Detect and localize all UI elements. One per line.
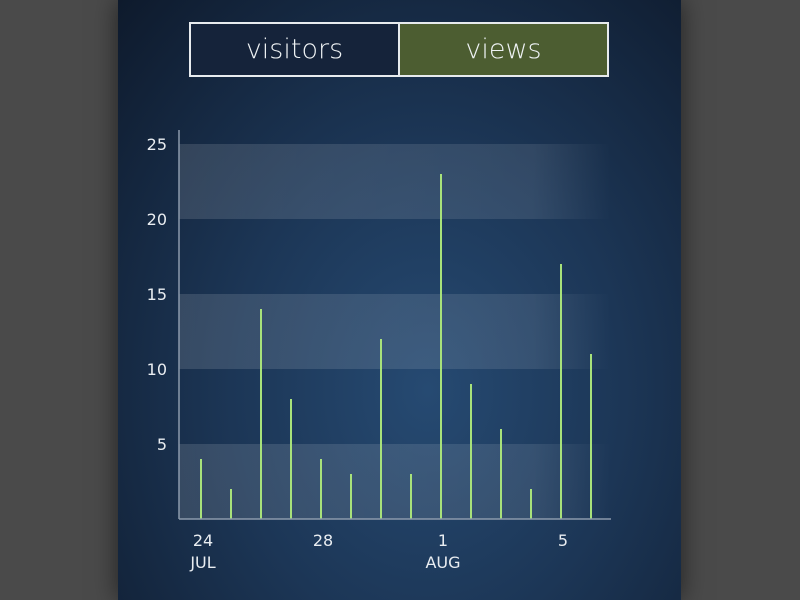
grid-band [179,144,611,219]
grid-band [179,294,611,369]
views-toggle-button[interactable]: views [400,24,607,75]
x-tick-label: 1 [438,531,448,550]
y-axis-ticks: 5 10 15 20 25 [147,135,167,454]
y-tick-label: 25 [147,135,167,154]
app-panel: visitors views 5 10 15 20 25 24 JUL 28 1 AUG 5 [118,0,681,600]
grid-band [179,444,611,519]
x-tick-month-label: AUG [425,553,460,572]
metric-toggle: visitors views [189,22,609,77]
grid-bands [179,144,611,519]
y-tick-label: 15 [147,285,167,304]
x-tick-label: 28 [313,531,333,550]
bars [200,174,592,519]
x-tick-month-label: JUL [189,553,215,572]
x-tick-label: 24 [193,531,213,550]
x-axis-ticks: 24 JUL 28 1 AUG 5 [189,531,568,572]
axes [178,130,611,520]
x-tick-label: 5 [558,531,568,550]
views-bar-chart: 5 10 15 20 25 24 JUL 28 1 AUG 5 [147,130,611,572]
y-tick-label: 10 [147,360,167,379]
visitors-toggle-button[interactable]: visitors [191,24,400,75]
y-tick-label: 5 [157,435,167,454]
y-tick-label: 20 [147,210,167,229]
